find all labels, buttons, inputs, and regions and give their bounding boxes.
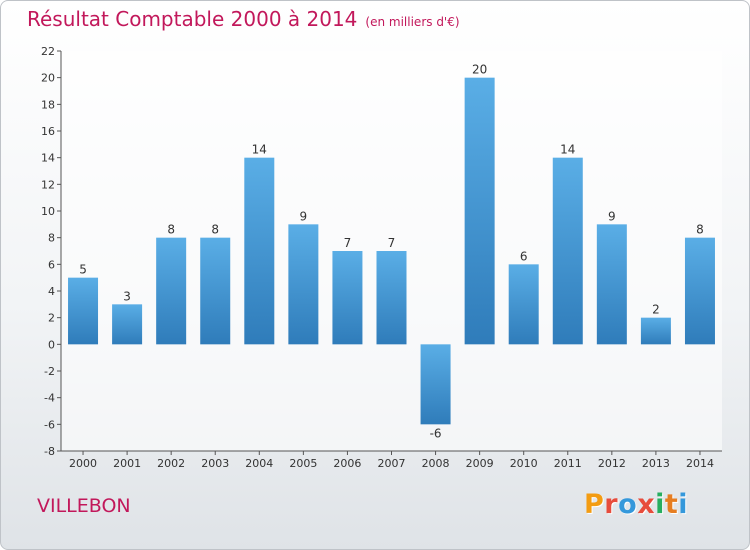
y-tick-label: -2 bbox=[44, 365, 55, 378]
y-tick-label: 0 bbox=[48, 338, 55, 351]
data-label: 7 bbox=[344, 236, 352, 250]
data-label: 8 bbox=[167, 223, 175, 237]
x-tick-label: 2007 bbox=[378, 457, 406, 470]
data-label: 9 bbox=[300, 209, 308, 223]
data-label: 5 bbox=[79, 263, 87, 277]
bar bbox=[376, 251, 407, 345]
x-tick-label: 2009 bbox=[466, 457, 494, 470]
x-tick-label: 2004 bbox=[245, 457, 273, 470]
title-text: Résultat Comptable 2000 à 2014 bbox=[27, 7, 358, 31]
logo-letter: i bbox=[678, 489, 689, 520]
bar bbox=[420, 344, 451, 425]
x-tick-label: 2005 bbox=[289, 457, 317, 470]
bar bbox=[244, 157, 275, 345]
data-label: 8 bbox=[211, 223, 219, 237]
data-label: 7 bbox=[388, 236, 396, 250]
x-tick-label: 2001 bbox=[113, 457, 141, 470]
bar bbox=[68, 277, 99, 345]
bar bbox=[112, 304, 143, 345]
proxiti-logo[interactable]: Proxiti bbox=[584, 489, 688, 520]
x-tick-label: 2003 bbox=[201, 457, 229, 470]
x-tick-label: 2000 bbox=[69, 457, 97, 470]
bar bbox=[200, 237, 231, 345]
data-label: 20 bbox=[472, 63, 487, 77]
logo-letter: P bbox=[584, 489, 605, 520]
bar bbox=[332, 251, 363, 345]
unit-label: (en milliers d'€) bbox=[365, 15, 460, 29]
x-tick-label: 2012 bbox=[598, 457, 626, 470]
x-tick-label: 2011 bbox=[554, 457, 582, 470]
data-label: 6 bbox=[520, 249, 528, 263]
y-tick-label: 14 bbox=[41, 152, 55, 165]
x-tick-label: 2010 bbox=[510, 457, 538, 470]
logo-letter: r bbox=[604, 489, 619, 520]
x-tick-label: 2014 bbox=[686, 457, 714, 470]
x-tick-label: 2013 bbox=[642, 457, 670, 470]
y-tick-label: 22 bbox=[41, 45, 55, 58]
logo-letter: o bbox=[618, 489, 638, 520]
y-tick-label: 16 bbox=[41, 125, 55, 138]
logo-letter: i bbox=[655, 489, 665, 520]
logo-letter: t bbox=[664, 489, 679, 520]
data-label: 14 bbox=[252, 143, 267, 157]
data-label: -6 bbox=[430, 426, 442, 440]
y-tick-label: 20 bbox=[41, 72, 55, 85]
y-tick-label: 8 bbox=[48, 232, 55, 245]
y-tick-label: 2 bbox=[48, 312, 55, 325]
data-label: 3 bbox=[123, 289, 131, 303]
bar bbox=[464, 77, 495, 345]
y-tick-label: -4 bbox=[44, 392, 55, 405]
y-tick-label: -8 bbox=[44, 445, 55, 458]
bar bbox=[156, 237, 187, 345]
commune-name: VILLEBON bbox=[37, 495, 131, 517]
y-tick-label: 12 bbox=[41, 178, 55, 191]
x-tick-label: 2002 bbox=[157, 457, 185, 470]
y-tick-label: -6 bbox=[44, 418, 55, 431]
y-tick-label: 10 bbox=[41, 205, 55, 218]
logo-letter: x bbox=[637, 489, 656, 520]
bar bbox=[288, 224, 319, 345]
data-label: 8 bbox=[696, 223, 704, 237]
chart-title: Résultat Comptable 2000 à 2014 (en millie… bbox=[27, 7, 460, 31]
bar bbox=[508, 264, 539, 345]
bar bbox=[640, 317, 671, 345]
data-label: 9 bbox=[608, 209, 616, 223]
y-tick-label: 18 bbox=[41, 98, 55, 111]
bar bbox=[684, 237, 715, 345]
x-tick-label: 2006 bbox=[333, 457, 361, 470]
bar bbox=[552, 157, 583, 345]
y-tick-label: 4 bbox=[48, 285, 55, 298]
bar bbox=[596, 224, 627, 345]
data-label: 14 bbox=[560, 143, 575, 157]
x-tick-label: 2008 bbox=[422, 457, 450, 470]
data-label: 2 bbox=[652, 303, 660, 317]
y-tick-label: 6 bbox=[48, 258, 55, 271]
